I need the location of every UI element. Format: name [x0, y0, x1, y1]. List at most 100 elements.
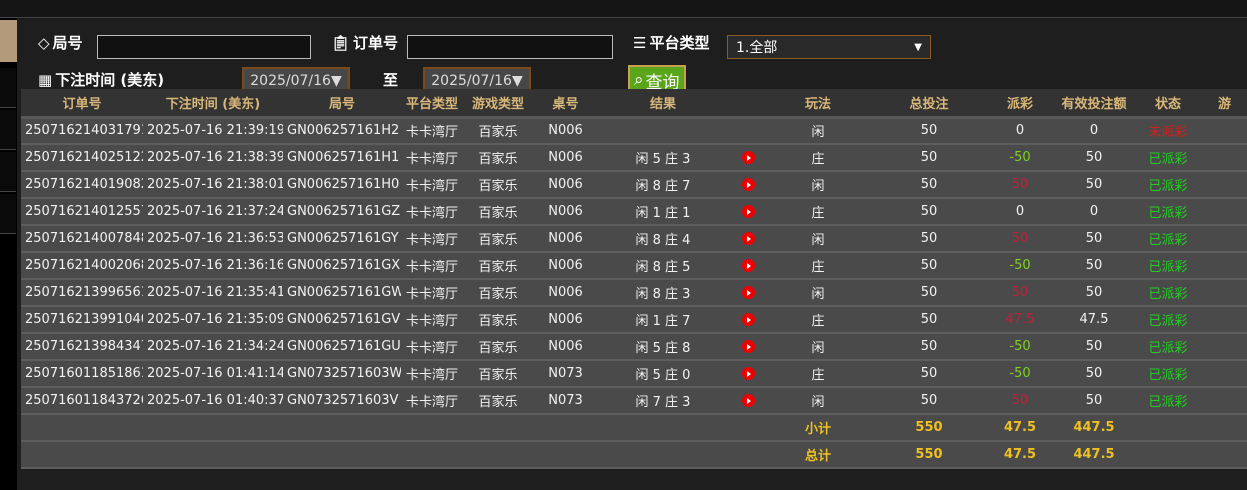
- cell: 250716213991040: [21, 306, 143, 334]
- cell: 闲 1 庄 7: [598, 306, 728, 334]
- column-header: 玩法: [768, 89, 868, 119]
- column-header: 平台类型: [401, 89, 463, 119]
- cell: 未派彩: [1138, 117, 1198, 145]
- play-video-icon[interactable]: [741, 178, 755, 191]
- cell: 卡卡湾厅: [401, 387, 463, 415]
- cell: 卡卡湾厅: [401, 225, 463, 253]
- cell: 0: [990, 198, 1050, 226]
- subtotal-row: 小计 550 47.5 447.5: [21, 414, 1247, 442]
- cell: [401, 414, 463, 442]
- play-video-icon[interactable]: [741, 367, 755, 380]
- cell: [401, 441, 463, 469]
- cell: GN006257161GV: [283, 306, 401, 334]
- cell: 已派彩: [1138, 171, 1198, 199]
- cell: [21, 441, 143, 469]
- platform-select[interactable]: 1.全部 ▼: [727, 35, 931, 59]
- cell: 闲 8 庄 3: [598, 279, 728, 307]
- table-row: 250716213984347 2025-07-16 21:34:24 GN0062…: [21, 333, 1247, 361]
- table-row: 250716214031791 2025-07-16 21:39:19 GN0062…: [21, 117, 1247, 145]
- cell: [463, 441, 533, 469]
- cell: 卡卡湾厅: [401, 171, 463, 199]
- cell: 2025-07-16 21:35:41: [143, 279, 283, 307]
- sidebar-item[interactable]: [0, 152, 16, 192]
- play-video-icon[interactable]: [741, 340, 755, 353]
- cell: 闲: [768, 225, 868, 253]
- cell: 50: [868, 252, 990, 280]
- play-video-icon[interactable]: [741, 259, 755, 272]
- cell: 2025-07-16 21:36:16: [143, 252, 283, 280]
- column-header: 状态: [1138, 89, 1198, 119]
- cell: 50: [868, 306, 990, 334]
- cell: 2025-07-16 01:40:37: [143, 387, 283, 415]
- cell: N006: [533, 198, 598, 226]
- cell: 50: [868, 387, 990, 415]
- cell: N006: [533, 333, 598, 361]
- column-header: 局号: [283, 89, 401, 119]
- cell: 2025-07-16 21:38:39: [143, 144, 283, 172]
- cell: 550: [868, 441, 990, 469]
- search-icon: ⌕: [634, 70, 644, 90]
- cell: GN006257161GU: [283, 333, 401, 361]
- cell: [1198, 171, 1247, 199]
- sidebar-item[interactable]: [0, 110, 16, 150]
- play-video-icon[interactable]: [741, 286, 755, 299]
- order-input[interactable]: [407, 35, 613, 59]
- cell: 百家乐: [463, 225, 533, 253]
- cell: 250716214007848: [21, 225, 143, 253]
- play-video-icon[interactable]: [741, 394, 755, 407]
- cell: 50: [990, 279, 1050, 307]
- replay-cell: [728, 360, 768, 388]
- cell: 250716213996561: [21, 279, 143, 307]
- cell: 47.5: [990, 414, 1050, 442]
- cell: 0: [1050, 198, 1138, 226]
- order-label: 📋︎ 订单号: [331, 33, 399, 53]
- cell: GN006257161GZ: [283, 198, 401, 226]
- replay-cell: [728, 279, 768, 307]
- bet-records-table: 订单号 下注时间 (美东) 局号 平台类型 游戏类型 桌号 结果 玩法 总投注 派彩 有效投注额 状态…: [21, 89, 1247, 469]
- cell: -50: [990, 360, 1050, 388]
- cell: 2025-07-16 21:34:24: [143, 333, 283, 361]
- cell: 闲 8 庄 7: [598, 171, 728, 199]
- cell: [1138, 414, 1198, 442]
- cell: [728, 441, 768, 469]
- cell: [1198, 144, 1247, 172]
- cell: 250716214019082: [21, 171, 143, 199]
- play-video-icon[interactable]: [741, 205, 755, 218]
- cell: [533, 414, 598, 442]
- cell: -50: [990, 144, 1050, 172]
- cell: N006: [533, 306, 598, 334]
- cell: N073: [533, 360, 598, 388]
- replay-cell: [728, 198, 768, 226]
- table-row: 250716214007848 2025-07-16 21:36:53 GN0062…: [21, 225, 1247, 253]
- round-input[interactable]: [97, 35, 311, 59]
- cell: 百家乐: [463, 117, 533, 145]
- sidebar-item[interactable]: [0, 68, 16, 108]
- cell: GN006257161H2: [283, 117, 401, 145]
- cell: [143, 414, 283, 442]
- cell: 2025-07-16 21:35:09: [143, 306, 283, 334]
- cell: -50: [990, 252, 1050, 280]
- cell: 已派彩: [1138, 333, 1198, 361]
- play-video-icon[interactable]: [741, 151, 755, 164]
- column-header: 订单号: [21, 89, 143, 119]
- cell: 50: [868, 360, 990, 388]
- play-video-icon[interactable]: [741, 232, 755, 245]
- cell: [1198, 441, 1247, 469]
- sidebar-item[interactable]: [0, 194, 16, 234]
- play-video-icon[interactable]: [741, 313, 755, 326]
- cell: 已派彩: [1138, 360, 1198, 388]
- cell: 50: [1050, 144, 1138, 172]
- cell: 卡卡湾厅: [401, 144, 463, 172]
- sidebar-tab-active[interactable]: [0, 20, 17, 62]
- tag-icon: ◇: [38, 33, 50, 52]
- cell: GN0732571603W: [283, 360, 401, 388]
- cell: 卡卡湾厅: [401, 360, 463, 388]
- cell: 250716011851861: [21, 360, 143, 388]
- cell: [463, 414, 533, 442]
- cell: 50: [1050, 225, 1138, 253]
- cell: 小计: [768, 414, 868, 442]
- table-row: 250716214012557 2025-07-16 21:37:24 GN0062…: [21, 198, 1247, 226]
- cell: 庄: [768, 144, 868, 172]
- cell: 0: [1050, 117, 1138, 145]
- replay-cell: [728, 117, 768, 145]
